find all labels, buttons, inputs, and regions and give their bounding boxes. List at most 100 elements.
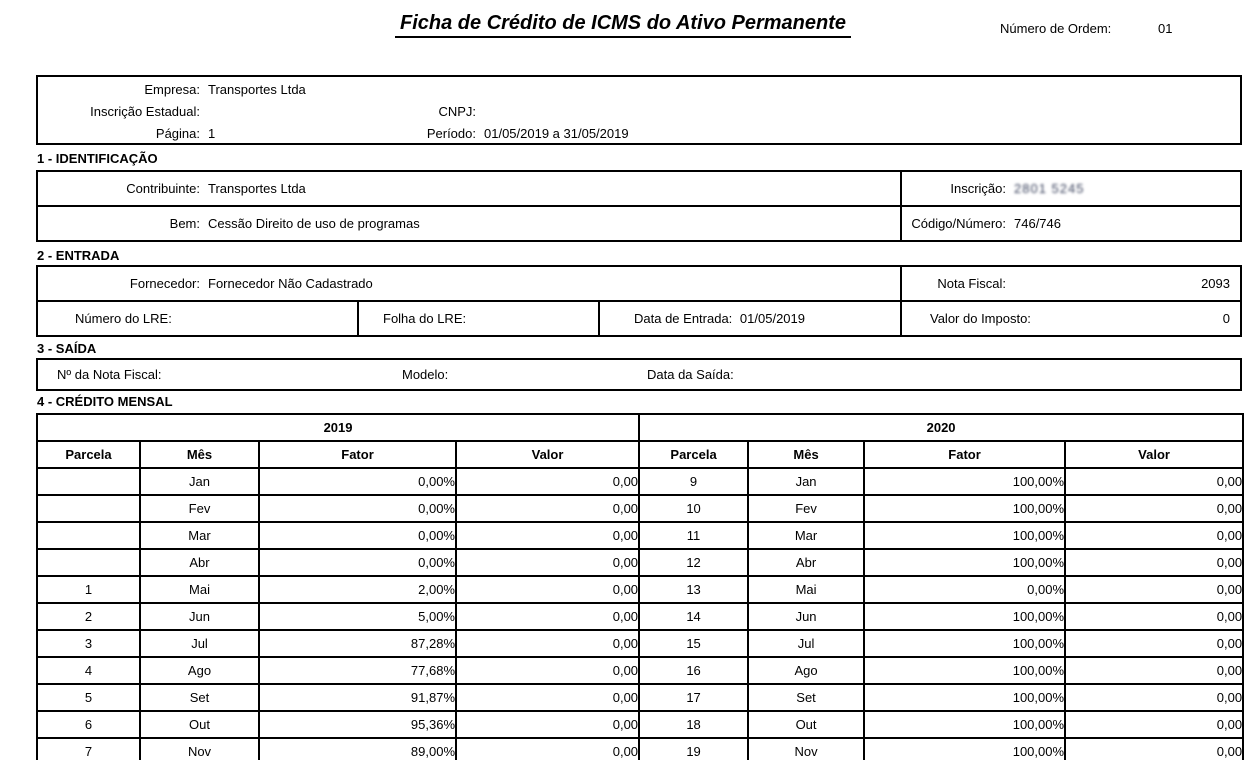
folha-lre-label: Folha do LRE:	[383, 311, 467, 326]
year-2020-header: 2020	[638, 413, 1245, 442]
fator-cell: 100,00%	[863, 656, 1067, 685]
codigo-numero-value: 746/746	[1014, 216, 1061, 231]
bem-row: Bem: Cessão Direito de uso de programas …	[38, 207, 1240, 240]
parcela-cell	[36, 494, 141, 523]
fator-cell: 77,68%	[258, 656, 457, 685]
section1-heading: 1 - IDENTIFICAÇÃO	[37, 151, 158, 166]
parcela-cell: 12	[638, 548, 750, 577]
year-2019-header: 2019	[35, 413, 641, 442]
mes-cell: Nov	[139, 737, 260, 760]
data-entrada-value: 01/05/2019	[739, 311, 805, 326]
fator-cell: 5,00%	[258, 602, 457, 631]
mes-cell: Fev	[139, 494, 260, 523]
table-row: Jan 0,00% 0,00 9 Jan 100,00% 0,00	[36, 467, 1245, 496]
valor-cell: 0,00	[454, 521, 641, 550]
parcela-cell: 2	[36, 602, 141, 631]
valor-cell: 0,00	[1064, 521, 1245, 550]
inscricao-value: 2801 5245	[1014, 181, 1085, 196]
mes-cell: Fev	[747, 494, 866, 523]
periodo-value: 01/05/2019 a 31/05/2019	[484, 126, 629, 141]
valor-cell: 0,00	[1064, 548, 1245, 577]
entrada-col-divider-right	[900, 267, 902, 335]
fornecedor-label: Fornecedor:	[129, 276, 200, 291]
valor-cell: 0,00	[454, 656, 641, 685]
table-row: 3 Jul 87,28% 0,00 15 Jul 100,00% 0,00	[36, 629, 1245, 658]
empresa-value: Transportes Ltda	[208, 82, 306, 97]
parcela-cell: 9	[638, 467, 750, 496]
fator-cell: 0,00%	[863, 575, 1067, 604]
column-header-row: Parcela Mês Fator Valor Parcela Mês Fato…	[36, 440, 1245, 469]
table-row: 6 Out 95,36% 0,00 18 Out 100,00% 0,00	[36, 710, 1245, 739]
saida-nota-fiscal-label: Nº da Nota Fiscal:	[57, 367, 162, 382]
mes-cell: Out	[139, 710, 260, 739]
company-line-inscricao: Inscrição Estadual: CNPJ:	[38, 101, 1240, 123]
parcela-cell: 13	[638, 575, 750, 604]
mes-cell: Jan	[139, 467, 260, 496]
parcela-cell: 18	[638, 710, 750, 739]
fator-cell: 2,00%	[258, 575, 457, 604]
valor-cell: 0,00	[1064, 710, 1245, 739]
fator-cell: 100,00%	[863, 602, 1067, 631]
periodo-label: Período:	[426, 126, 476, 141]
parcela-cell: 5	[36, 683, 141, 712]
col-mes-right: Mês	[747, 440, 866, 469]
data-entrada-cell: Data de Entrada: 01/05/2019	[634, 302, 805, 335]
order-number-label: Número de Ordem:	[1000, 21, 1112, 36]
mes-cell: Mar	[747, 521, 866, 550]
col-valor-left: Valor	[454, 440, 641, 469]
mes-cell: Ago	[139, 656, 260, 685]
fator-cell: 0,00%	[258, 494, 457, 523]
codigo-numero-label: Código/Número:	[911, 216, 1006, 231]
contribuinte-row: Contribuinte: Transportes Ltda Inscrição…	[38, 172, 1240, 205]
identificacao-row-divider	[38, 205, 1240, 207]
title-row: Ficha de Crédito de ICMS do Ativo Perman…	[0, 12, 1246, 38]
parcela-cell	[36, 548, 141, 577]
valor-cell: 0,00	[1064, 629, 1245, 658]
bem-label: Bem:	[169, 216, 200, 231]
valor-cell: 0,00	[454, 737, 641, 760]
valor-imposto-value: 0	[1222, 311, 1230, 326]
valor-imposto-label: Valor do Imposto:	[930, 311, 1031, 326]
table-row: Fev 0,00% 0,00 10 Fev 100,00% 0,00	[36, 494, 1245, 523]
parcela-cell: 3	[36, 629, 141, 658]
empresa-label: Empresa:	[144, 82, 200, 97]
order-number-value: 01	[1158, 21, 1173, 36]
parcela-cell: 4	[36, 656, 141, 685]
mes-cell: Set	[747, 683, 866, 712]
table-row: 1 Mai 2,00% 0,00 13 Mai 0,00% 0,00	[36, 575, 1245, 604]
col-parcela-left: Parcela	[36, 440, 141, 469]
valor-cell: 0,00	[1064, 683, 1245, 712]
company-line-pagina: Página: 1 Período: 01/05/2019 a 31/05/20…	[38, 123, 1240, 145]
fator-cell: 100,00%	[863, 521, 1067, 550]
valor-cell: 0,00	[454, 467, 641, 496]
mes-cell: Mar	[139, 521, 260, 550]
col-valor-right: Valor	[1064, 440, 1245, 469]
fator-cell: 95,36%	[258, 710, 457, 739]
valor-cell: 0,00	[454, 710, 641, 739]
numero-lre-label: Número do LRE:	[75, 311, 172, 326]
company-box: Empresa: Transportes Ltda Inscrição Esta…	[36, 75, 1242, 145]
fornecedor-value: Fornecedor Não Cadastrado	[208, 276, 373, 291]
table-row: 7 Nov 89,00% 0,00 19 Nov 100,00% 0,00	[36, 737, 1245, 760]
contribuinte-value: Transportes Ltda	[208, 181, 306, 196]
valor-cell: 0,00	[1064, 737, 1245, 760]
mes-cell: Set	[139, 683, 260, 712]
parcela-cell: 11	[638, 521, 750, 550]
mes-cell: Jun	[139, 602, 260, 631]
section2-heading: 2 - ENTRADA	[37, 248, 120, 263]
parcela-cell: 15	[638, 629, 750, 658]
fator-cell: 100,00%	[863, 710, 1067, 739]
valor-cell: 0,00	[1064, 656, 1245, 685]
mes-cell: Mai	[747, 575, 866, 604]
fator-cell: 91,87%	[258, 683, 457, 712]
section4-heading: 4 - CRÉDITO MENSAL	[37, 394, 173, 409]
mes-cell: Abr	[139, 548, 260, 577]
year-header-row: 2019 2020	[35, 413, 1245, 442]
cnpj-label: CNPJ:	[438, 104, 476, 119]
mes-cell: Jul	[139, 629, 260, 658]
valor-cell: 0,00	[1064, 494, 1245, 523]
valor-cell: 0,00	[1064, 575, 1245, 604]
mes-cell: Jul	[747, 629, 866, 658]
inscricao-label: Inscrição:	[950, 181, 1006, 196]
col-parcela-right: Parcela	[638, 440, 750, 469]
